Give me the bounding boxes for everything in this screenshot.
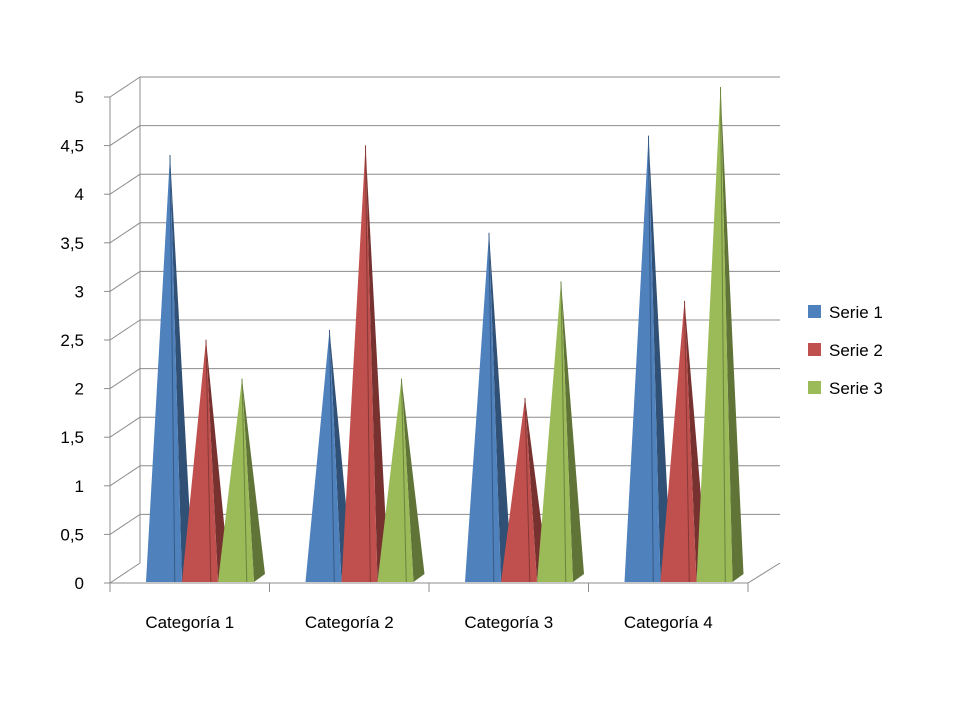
pyramid-side — [648, 135, 672, 582]
pyramid-bar — [377, 378, 414, 582]
y-tick-label: 2 — [75, 380, 84, 399]
legend-swatch — [808, 381, 821, 394]
pyramid-side — [561, 281, 584, 582]
pyramid-side — [242, 378, 265, 582]
y-tick-label: 5 — [75, 88, 84, 107]
pyramid-bar — [341, 145, 378, 582]
pyramid-bar — [660, 300, 697, 582]
y-tick-label: 2,5 — [60, 331, 84, 350]
x-category-label: Categoría 2 — [305, 613, 394, 632]
pyramid-bar — [218, 378, 254, 582]
pyramid-side — [489, 232, 512, 583]
pyramid-bar — [146, 155, 182, 583]
gridline-side — [109, 562, 141, 584]
legend-swatch — [808, 343, 821, 356]
y-tick-label: 0,5 — [60, 525, 84, 544]
y-tick-label: 1,5 — [60, 428, 84, 447]
gridline-side — [109, 222, 141, 244]
pyramid-side — [720, 87, 744, 582]
pyramid-bar — [182, 339, 218, 582]
gridline-side — [109, 465, 141, 487]
gridline-side — [109, 76, 141, 98]
legend-label: Serie 2 — [829, 341, 883, 360]
pyramid-side — [170, 155, 193, 583]
legend-swatch — [808, 305, 821, 318]
y-tick-label: 0 — [75, 574, 84, 593]
pyramid-side — [365, 145, 389, 582]
gridline-side — [109, 368, 141, 390]
axes — [104, 77, 781, 592]
data-marks — [146, 86, 744, 583]
pyramid-ridge — [560, 281, 567, 583]
pyramid-bar — [465, 232, 501, 583]
x-category-label: Categoría 4 — [624, 613, 713, 632]
pyramid-bar — [537, 281, 573, 582]
legend-label: Serie 1 — [829, 303, 883, 322]
pyramid-ridge — [205, 339, 212, 583]
pyramid-bar — [624, 135, 661, 582]
x-category-label: Categoría 1 — [145, 613, 234, 632]
gridline-side — [109, 125, 141, 147]
y-tick-label: 4,5 — [60, 137, 84, 156]
legend: Serie 1 Serie 2 Serie 3 — [808, 303, 883, 398]
pyramid-ridge — [329, 329, 335, 583]
pyramid-bar — [501, 398, 537, 582]
x-category-label: Categoría 3 — [464, 613, 553, 632]
y-tick-label: 4 — [75, 185, 84, 204]
pyramid-ridge — [684, 300, 690, 583]
pyramid-side — [401, 378, 425, 582]
pyramid-ridge — [401, 378, 407, 583]
gridline-side — [109, 173, 141, 195]
axis-labels: 0 0,5 1 1,5 2 2,5 3 3,5 4 4,5 5 Categoría 1 Categorí… — [60, 88, 712, 632]
y-tick-label: 3 — [75, 282, 84, 301]
pyramid-bar — [305, 330, 342, 582]
gridline-side — [109, 513, 141, 535]
pyramid-ridge — [720, 86, 726, 583]
pyramid-bar — [696, 87, 733, 582]
pyramid-ridge — [169, 155, 176, 583]
y-tick-label: 3,5 — [60, 234, 84, 253]
gridline-side — [109, 270, 141, 292]
pyramid-side — [206, 339, 229, 582]
pyramid-ridge — [365, 145, 371, 583]
pyramid-ridge — [524, 398, 531, 583]
pyramid-ridge — [488, 232, 495, 583]
gridlines — [109, 76, 780, 584]
gridline-side — [109, 416, 141, 438]
y-tick-label: 1 — [75, 477, 84, 496]
pyramid-ridge — [241, 378, 248, 583]
gridline-side — [109, 319, 141, 341]
pyramid-ridge — [648, 135, 654, 583]
legend-label: Serie 3 — [829, 379, 883, 398]
